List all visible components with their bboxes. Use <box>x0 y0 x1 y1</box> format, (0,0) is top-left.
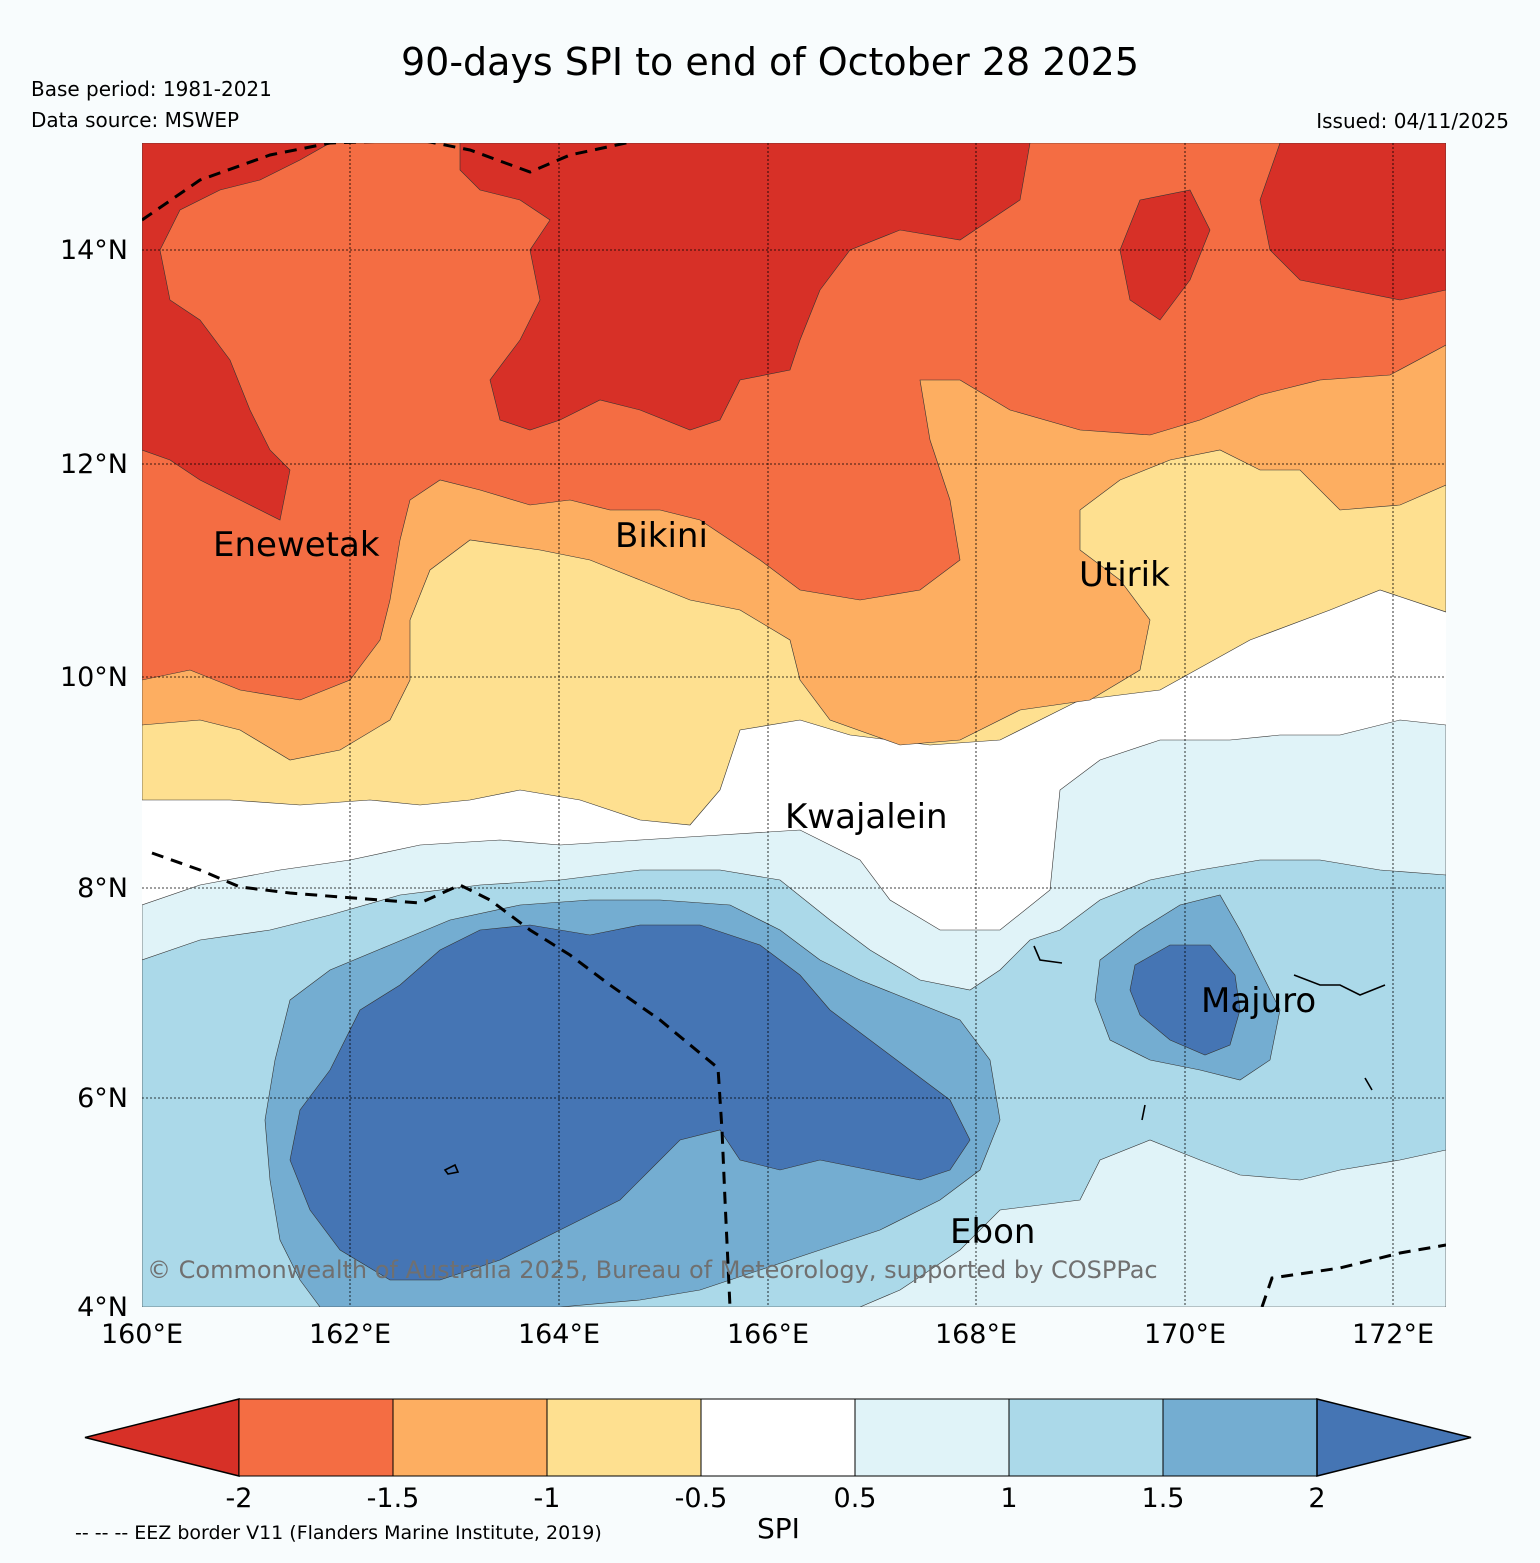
spi-wet-exceptional <box>289 924 971 1281</box>
colorbar-segment <box>238 1398 394 1477</box>
colorbar-extend-low <box>84 1398 240 1477</box>
colorbar-extend-high <box>1316 1398 1472 1477</box>
place-label-ebon: Ebon <box>950 1212 1035 1252</box>
lon-tick-162: 162°E <box>309 1319 391 1350</box>
spi-field <box>142 143 1446 1307</box>
graticule <box>142 143 1446 1307</box>
colorbar-segment <box>546 1398 702 1477</box>
colorbar-segment <box>700 1398 856 1477</box>
data-source-text: Data source: MSWEP <box>31 108 240 132</box>
spi-dry-exceptional-north <box>459 143 1031 431</box>
lat-tick-4: 4°N <box>77 1292 128 1323</box>
lon-tick-168: 168°E <box>935 1319 1017 1350</box>
colorbar-segment <box>1162 1398 1318 1477</box>
spi-dry-exceptional-central <box>1119 189 1211 321</box>
atolls <box>443 945 1386 1175</box>
colorbar-tick: -1 <box>534 1483 561 1514</box>
lon-tick-166: 166°E <box>727 1319 809 1350</box>
spi-dry-extreme <box>142 143 1446 701</box>
colorbar-label: SPI <box>757 1512 800 1545</box>
lat-tick-10: 10°N <box>60 662 128 693</box>
colorbar-segment <box>854 1398 1010 1477</box>
lat-tick-12: 12°N <box>60 449 128 480</box>
place-label-kwajalein: Kwajalein <box>785 797 948 837</box>
place-label-enewetak: Enewetak <box>213 525 380 565</box>
colorbar-segment <box>392 1398 548 1477</box>
map-title: 90-days SPI to end of October 28 2025 <box>400 40 1140 84</box>
colorbar-tick: 1 <box>1000 1483 1017 1514</box>
lat-tick-6: 6°N <box>77 1083 128 1114</box>
colorbar-tick: 1.5 <box>1142 1483 1185 1514</box>
lon-tick-170: 170°E <box>1144 1319 1226 1350</box>
eez-border-note: -- -- -- EEZ border V11 (Flanders Marine… <box>75 1522 602 1544</box>
colorbar-tick: 0.5 <box>834 1483 877 1514</box>
colorbar <box>84 1398 1472 1477</box>
colorbar-tick: 2 <box>1308 1483 1325 1514</box>
eez-border-southeast <box>1260 1243 1446 1307</box>
colorbar-tick: -2 <box>226 1483 253 1514</box>
place-label-bikini: Bikini <box>615 516 708 556</box>
place-label-majuro: Majuro <box>1201 981 1316 1021</box>
place-label-utirik: Utirik <box>1079 555 1170 595</box>
eez-border-west <box>151 851 732 1307</box>
lat-tick-14: 14°N <box>60 235 128 266</box>
colorbar-tick: -1.5 <box>367 1483 420 1514</box>
issued-date-text: Issued: 04/11/2025 <box>1316 109 1509 133</box>
eez-borders <box>142 143 1446 1307</box>
lon-tick-172: 172°E <box>1352 1319 1434 1350</box>
lat-tick-8: 8°N <box>77 873 128 904</box>
colorbar-tick: -0.5 <box>675 1483 728 1514</box>
base-period-text: Base period: 1981-2021 <box>31 77 272 101</box>
colorbar-labels: -2 -1.5 -1 -0.5 0.5 1 1.5 2 <box>226 1483 1326 1514</box>
spi-dry-exceptional-northeast <box>1259 143 1446 301</box>
lon-tick-164: 164°E <box>518 1319 600 1350</box>
lon-tick-160: 160°E <box>101 1319 183 1350</box>
copyright-text: © Commonwealth of Australia 2025, Bureau… <box>147 1256 1158 1284</box>
spi-dry-exceptional-west <box>142 143 331 521</box>
colorbar-segment <box>1008 1398 1164 1477</box>
